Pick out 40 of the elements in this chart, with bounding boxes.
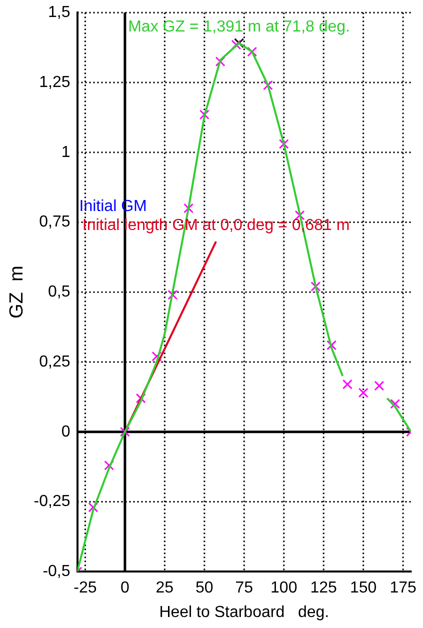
point bbox=[326, 340, 337, 350]
y-tick-label: 1,25 bbox=[39, 74, 70, 91]
point bbox=[262, 80, 273, 90]
point bbox=[247, 46, 258, 57]
y-tick-label: -0,25 bbox=[34, 493, 70, 510]
x-tick-label: 50 bbox=[196, 580, 214, 597]
point bbox=[231, 40, 242, 50]
x-tick-label: 75 bbox=[235, 580, 254, 597]
x-tick-label: 100 bbox=[270, 580, 298, 597]
point bbox=[152, 351, 162, 362]
point bbox=[215, 56, 226, 67]
x-axis-title: Heel to Starboard deg. bbox=[159, 604, 330, 621]
point bbox=[199, 110, 210, 120]
annotation: Max GZ = 1,391 m at 71,8 deg. bbox=[128, 18, 350, 36]
x-tick-label: 175 bbox=[390, 580, 416, 597]
x-tick-label: 150 bbox=[350, 580, 377, 597]
point bbox=[310, 282, 321, 292]
point bbox=[342, 379, 352, 390]
point bbox=[390, 398, 400, 409]
point bbox=[104, 460, 114, 470]
x-tick-label: -25 bbox=[74, 580, 97, 597]
y-tick-label: 0 bbox=[61, 423, 70, 440]
point bbox=[88, 502, 98, 512]
point bbox=[120, 426, 130, 437]
point bbox=[358, 388, 368, 398]
y-tick-label: 1 bbox=[61, 144, 70, 161]
y-tick-label: -0,5 bbox=[42, 563, 70, 580]
y-tick-label: 0,25 bbox=[39, 353, 70, 370]
x-tick-label: 25 bbox=[156, 580, 174, 597]
y-tick-label: 0,75 bbox=[39, 214, 70, 231]
point bbox=[184, 203, 194, 214]
y-tick-label: 1,5 bbox=[48, 4, 70, 22]
y-tick-label: 0,5 bbox=[48, 284, 70, 301]
point bbox=[278, 138, 289, 149]
y-axis-title: GZ m bbox=[6, 266, 28, 318]
point bbox=[168, 290, 178, 300]
x-tick-label: 0 bbox=[120, 580, 130, 597]
point bbox=[374, 380, 384, 391]
point bbox=[136, 393, 146, 404]
x-tick-label: 125 bbox=[310, 580, 338, 597]
